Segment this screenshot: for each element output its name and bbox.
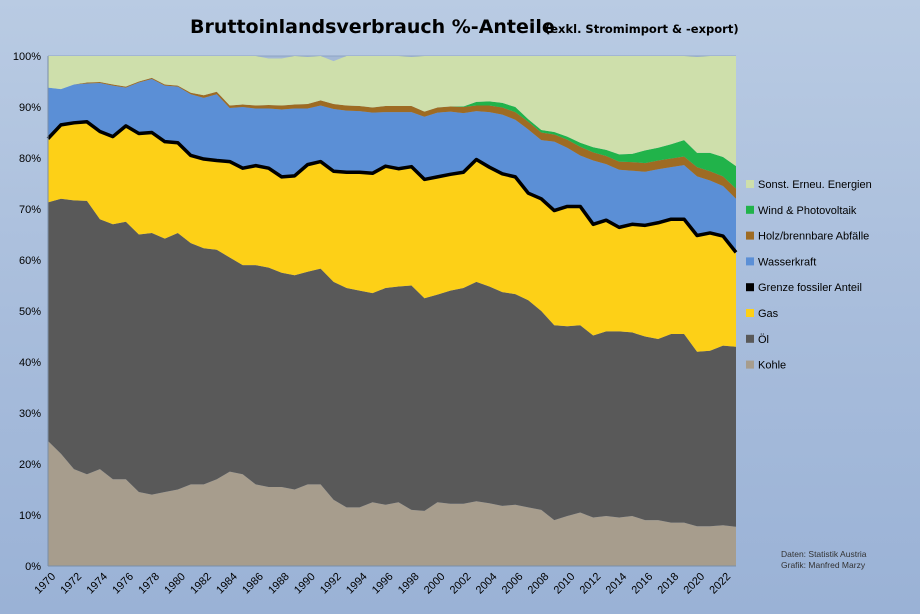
x-tick-label: 1988: [266, 571, 292, 597]
y-tick-label: 0%: [25, 561, 41, 573]
y-tick-label: 50%: [19, 306, 41, 318]
legend-label-gas: Gas: [758, 308, 779, 320]
x-tick-label: 2010: [552, 571, 578, 597]
y-tick-label: 10%: [19, 510, 41, 522]
x-tick-label: 2014: [604, 571, 630, 597]
legend-swatch-gas: [746, 309, 754, 317]
x-tick-label: 1984: [214, 571, 240, 597]
credit-data: Daten: Statistik Austria: [781, 549, 867, 559]
legend-swatch-wasserkraft: [746, 257, 754, 266]
y-axis: 0% 10% 20% 30% 40% 50% 60% 70% 80% 90% 100%: [13, 51, 49, 573]
x-tick-label: 1982: [188, 571, 214, 597]
x-tick-label: 2002: [448, 571, 474, 597]
x-tick-label: 1980: [162, 571, 188, 597]
legend-label-sonst-erneu-energien: Sonst. Erneu. Energien: [758, 179, 872, 191]
legend-label-grenze-fossiler-anteil: Grenze fossiler Anteil: [758, 282, 862, 294]
legend-swatch-sonst-erneu-energien: [746, 180, 754, 188]
chart-title: Bruttoinlandsverbrauch %-Anteile: [190, 16, 555, 38]
legend-label-kohle: Kohle: [758, 360, 786, 372]
legend-swatch-oel: [746, 334, 754, 343]
legend-label-oel: Öl: [758, 334, 769, 346]
legend-label-holz-brennbare-abfaelle: Holz/brennbare Abfälle: [758, 231, 869, 243]
x-tick-label: 1992: [318, 571, 344, 597]
x-tick-label: 2004: [474, 571, 500, 597]
x-tick-label: 1990: [292, 571, 318, 597]
x-tick-label: 2012: [578, 571, 604, 597]
x-tick-label: 1970: [32, 571, 58, 597]
x-tick-label: 1998: [396, 571, 422, 597]
x-tick-label: 2006: [500, 571, 526, 597]
y-tick-label: 100%: [13, 51, 41, 63]
x-tick-label: 1994: [344, 571, 370, 597]
x-tick-label: 2018: [656, 571, 682, 597]
area-sonst-erneu-energien: [48, 56, 736, 167]
x-tick-label: 1986: [240, 571, 266, 597]
x-tick-label: 1974: [84, 571, 110, 597]
y-tick-label: 20%: [19, 459, 41, 471]
x-tick-label: 1972: [58, 571, 84, 597]
legend: Sonst. Erneu. Energien Wind & Photovoltai…: [746, 179, 872, 372]
x-tick-label: 2022: [707, 571, 733, 597]
y-tick-label: 70%: [19, 204, 41, 216]
x-axis: 1970 1972 1974 1976 1978 1980 1982 1984 1986 1988…: [32, 565, 736, 597]
legend-label-wasserkraft: Wasserkraft: [758, 256, 816, 268]
legend-label-wind-photovoltaik: Wind & Photovoltaik: [758, 205, 857, 217]
stacked-areas: [48, 56, 736, 566]
area-wasserkraft: [48, 78, 736, 253]
legend-swatch-holz-brennbare-abfaelle: [746, 231, 754, 240]
y-tick-label: 80%: [19, 153, 41, 165]
x-tick-label: 2016: [630, 571, 656, 597]
x-tick-label: 1976: [110, 571, 136, 597]
legend-swatch-grenze-fossiler-anteil: [746, 283, 754, 292]
chart-subtitle: (exkl. Stromimport & -export): [545, 22, 739, 36]
line-grenze-fossiler-anteil: [46, 120, 738, 254]
area-gas: [48, 121, 736, 352]
x-tick-label: 1978: [136, 571, 162, 597]
x-tick-label: 2000: [422, 571, 448, 597]
y-tick-label: 60%: [19, 255, 41, 267]
x-tick-label: 2020: [681, 571, 707, 597]
y-tick-label: 90%: [19, 102, 41, 114]
x-tick-label: 1996: [370, 571, 396, 597]
legend-swatch-wind-photovoltaik: [746, 205, 754, 214]
legend-swatch-kohle: [746, 360, 754, 369]
y-tick-label: 30%: [19, 408, 41, 420]
y-tick-label: 40%: [19, 357, 41, 369]
x-tick-label: 2008: [526, 571, 552, 597]
area-oel: [48, 198, 736, 527]
fossil-boundary-line: [46, 120, 738, 254]
credit-graphic: Grafik: Manfred Marzy: [781, 560, 866, 570]
